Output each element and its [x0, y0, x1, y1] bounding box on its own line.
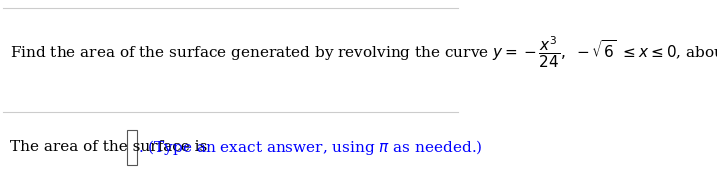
- Text: The area of the surface is: The area of the surface is: [9, 141, 212, 155]
- Text: . (Type an exact answer, using $\pi$ as needed.): . (Type an exact answer, using $\pi$ as …: [138, 138, 483, 157]
- FancyBboxPatch shape: [127, 130, 136, 165]
- Text: Find the area of the surface generated by revolving the curve $y = -\dfrac{x^3}{: Find the area of the surface generated b…: [9, 34, 717, 70]
